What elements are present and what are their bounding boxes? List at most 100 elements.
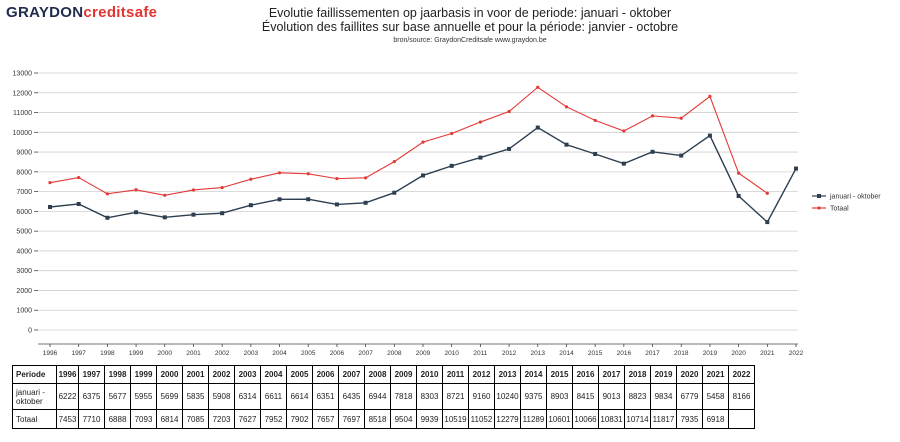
year-cell: 2012 (468, 365, 495, 384)
data-table: Periode 1996 1997 1998 1999 2000 2001 2002 2003… (12, 365, 755, 429)
row2-cell: 7902 (286, 409, 313, 429)
x-tick-label: 2005 (301, 350, 316, 357)
x-tick-label: 2001 (186, 350, 201, 357)
table-header-row: Periode 1996 1997 1998 1999 2000 2001 2002 2003… (12, 365, 755, 384)
data-point (363, 200, 368, 205)
data-point (335, 177, 339, 181)
y-tick-label: 1000 (16, 308, 32, 315)
row1-cell: 10240 (494, 383, 521, 410)
data-point (535, 125, 540, 130)
y-tick-label: 3000 (16, 268, 32, 275)
year-cell: 2009 (390, 365, 417, 384)
data-point (277, 171, 282, 175)
graydon-creditsafe-logo: GRAYDONcreditsafe (6, 4, 158, 21)
chart-source: bron/source: GraydonCreditsafe www.grayd… (393, 37, 547, 44)
x-tick-label: 2004 (272, 350, 287, 357)
data-point (191, 188, 196, 192)
row2-cell: 7935 (676, 409, 703, 429)
row2-cell: 10601 (546, 409, 573, 429)
row1-cell: 5677 (104, 383, 131, 410)
table-row-label: Totaal (12, 409, 57, 429)
legend-label: januari - oktober (829, 194, 881, 201)
year-cell: 2016 (572, 365, 599, 384)
row1-cell: 9160 (468, 383, 495, 410)
row1-cell: 6314 (234, 383, 261, 410)
row1-cell: 9834 (650, 383, 677, 410)
row2-cell: 7657 (312, 409, 339, 429)
data-point (334, 202, 339, 207)
row1-cell: 6779 (676, 383, 703, 410)
data-point (507, 109, 511, 114)
x-tick-label: 2021 (760, 350, 775, 357)
row1-cell: 5955 (130, 383, 157, 410)
year-cell: 2015 (546, 365, 573, 384)
year-cell: 2020 (676, 365, 703, 384)
row1-cell: 6611 (260, 383, 287, 410)
y-tick-label: 11000 (13, 110, 32, 117)
row1-cell: 6375 (78, 383, 105, 410)
row1-cell: 8166 (728, 383, 755, 410)
year-cell: 2003 (234, 365, 261, 384)
y-tick-label: 0 (28, 328, 32, 335)
data-point (134, 188, 138, 192)
data-point (306, 197, 311, 202)
data-point (392, 160, 396, 164)
y-tick-label: 7000 (16, 189, 32, 196)
data-point (163, 193, 167, 197)
row2-cell: 7697 (338, 409, 365, 429)
data-point (736, 193, 741, 198)
row2-cell: 6918 (702, 409, 729, 429)
data-point (191, 212, 196, 217)
data-point (650, 114, 655, 118)
data-point (621, 161, 626, 166)
data-point (536, 85, 540, 89)
data-point (48, 204, 52, 209)
table-row-totaal: Totaal 7453 7710 6888 7093 6814 7085 7203 7627 7… (12, 409, 755, 429)
y-tick-label: 6000 (16, 209, 32, 216)
y-tick-label: 13000 (13, 71, 33, 78)
data-point (306, 172, 310, 176)
year-cell: 1996 (56, 365, 79, 384)
year-cell: 2006 (312, 365, 339, 384)
data-point (421, 173, 425, 178)
row1-cell: 5458 (702, 383, 729, 410)
data-point (679, 153, 684, 158)
year-cell: 1998 (104, 365, 131, 384)
row2-cell: 10831 (598, 409, 625, 429)
data-point (392, 190, 397, 195)
chart-titles: Evolutie faillissementen op jaarbasis in… (150, 6, 790, 44)
row2-cell: 10066 (572, 409, 599, 429)
row1-cell: 5699 (156, 383, 183, 410)
year-cell: 2021 (702, 365, 729, 384)
row2-cell: 11052 (468, 409, 495, 429)
row1-cell: 8721 (442, 383, 469, 410)
data-point (220, 211, 225, 216)
y-tick-label: 8000 (16, 169, 32, 176)
x-tick-label: 2009 (416, 350, 431, 357)
x-tick-label: 2020 (731, 350, 746, 357)
x-tick-label: 1999 (129, 350, 144, 357)
year-cell: 1997 (78, 365, 105, 384)
data-point (593, 118, 597, 123)
year-cell: 2004 (260, 365, 287, 384)
data-point (248, 203, 253, 208)
year-cell: 2002 (208, 365, 235, 384)
year-cell: 2013 (494, 365, 521, 384)
x-tick-label: 2010 (444, 350, 459, 357)
year-cell: 2007 (338, 365, 365, 384)
x-tick-label: 2012 (502, 350, 517, 357)
year-cell: 2022 (728, 365, 755, 384)
year-cell: 2001 (182, 365, 209, 384)
data-point (364, 176, 368, 180)
series-line (49, 86, 768, 196)
line-chart: 0 1000 2000 3000 4000 5000 6000 7000 8000 9000 100… (13, 71, 882, 358)
x-tick-label: 2022 (789, 350, 804, 357)
data-point (478, 155, 483, 160)
data-point (162, 215, 167, 220)
data-point (794, 166, 798, 171)
x-tick-label: 2007 (358, 350, 373, 357)
year-cell: 2011 (442, 365, 469, 384)
row1-cell: 7818 (390, 383, 417, 410)
row1-cell: 5835 (182, 383, 209, 410)
chart-subtitle: Évolution des faillites sur base annuell… (261, 20, 679, 34)
